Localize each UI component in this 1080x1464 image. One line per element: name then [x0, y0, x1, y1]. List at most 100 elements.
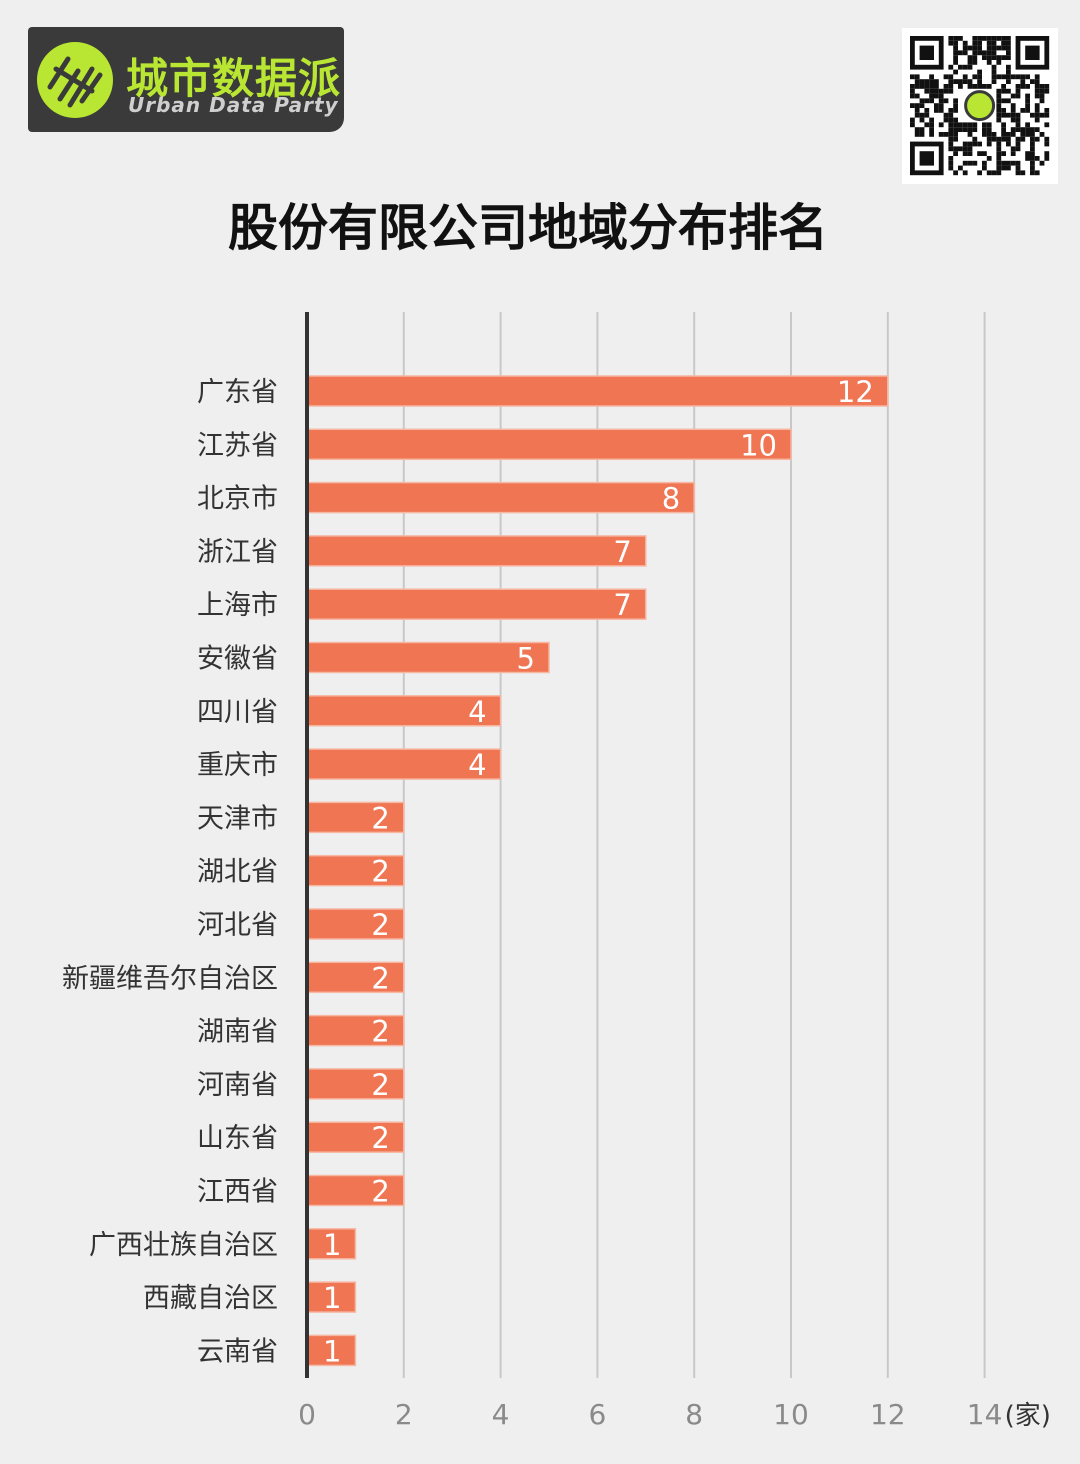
x-tick-label: 8	[685, 1398, 703, 1431]
qr-module	[934, 88, 939, 94]
qr-module	[1010, 103, 1016, 108]
qr-module	[996, 151, 1002, 156]
brand-logo: 城市数据派 Urban Data Party	[28, 27, 344, 132]
qr-module	[991, 132, 997, 137]
qr-module	[953, 136, 958, 142]
qr-module	[962, 122, 968, 128]
qr-module	[1020, 132, 1026, 137]
qr-module	[1010, 132, 1016, 137]
qr-module	[996, 156, 1002, 161]
qr-module	[1010, 127, 1016, 132]
qr-module	[1015, 84, 1021, 89]
category-label: 江西省	[197, 1177, 278, 1208]
qr-module	[962, 160, 968, 166]
qr-module	[910, 74, 915, 80]
qr-module	[1001, 151, 1006, 156]
qr-module	[1044, 84, 1050, 89]
qr-module	[948, 117, 954, 123]
bar-value-label: 4	[468, 695, 486, 729]
qr-module	[986, 156, 992, 161]
qr-center-logo-icon	[964, 90, 996, 122]
qr-module	[972, 160, 978, 166]
qr-module	[953, 40, 958, 46]
qr-module	[1030, 132, 1035, 137]
qr-module	[967, 122, 973, 128]
qr-module	[1010, 112, 1016, 118]
qr-module	[967, 64, 973, 70]
qr-module	[1015, 170, 1021, 176]
qr-module	[977, 74, 982, 80]
qr-module	[1020, 74, 1026, 80]
qr-module	[1001, 88, 1006, 94]
qr-module	[948, 40, 954, 46]
qr-module	[929, 127, 934, 132]
qr-module	[982, 50, 987, 56]
bar-value-label: 2	[371, 1015, 389, 1049]
qr-module	[996, 98, 1002, 104]
qr-module	[986, 84, 992, 89]
qr-module	[914, 132, 920, 137]
qr-module	[962, 141, 968, 147]
qr-module	[962, 74, 968, 80]
qr-module	[962, 45, 968, 51]
qr-module	[1025, 127, 1030, 132]
bar-value-label: 4	[468, 748, 486, 782]
qr-module	[1001, 132, 1006, 137]
qr-module	[1020, 127, 1026, 132]
qr-module	[924, 108, 930, 113]
bar-value-label: 2	[371, 1068, 389, 1102]
qr-module	[1030, 127, 1035, 132]
qr-module	[1025, 151, 1030, 156]
category-label: 广西壮族自治区	[89, 1230, 278, 1261]
qr-module	[943, 74, 949, 80]
bar-value-label: 2	[371, 908, 389, 942]
bar-value-label: 2	[371, 1121, 389, 1155]
qr-module	[977, 170, 982, 176]
qr-module	[1025, 98, 1030, 104]
qr-module	[1006, 165, 1011, 171]
qr-module	[934, 93, 939, 99]
qr-module	[953, 127, 958, 132]
category-label: 云南省	[197, 1336, 278, 1367]
qr-module	[1025, 103, 1030, 108]
bar-value-label: 7	[613, 588, 631, 622]
qr-module	[919, 79, 925, 84]
qr-module	[958, 50, 963, 56]
qr-module	[919, 127, 925, 132]
qr-module	[1006, 64, 1011, 70]
qr-module	[996, 160, 1002, 166]
qr-module	[1001, 40, 1006, 46]
qr-module	[972, 141, 978, 147]
qr-module	[924, 122, 930, 128]
category-label: 上海市	[197, 590, 278, 621]
qr-module	[986, 132, 992, 137]
qr-module	[967, 141, 973, 147]
bar	[306, 1121, 405, 1153]
qr-module	[1025, 156, 1030, 161]
qr-module	[1015, 74, 1021, 80]
qr-module	[934, 103, 939, 108]
bar-value-label: 8	[662, 482, 680, 516]
qr-module	[991, 79, 997, 84]
qr-module	[1001, 160, 1006, 166]
qr-module	[977, 45, 982, 51]
qr-module	[1010, 117, 1016, 123]
qr-module	[991, 45, 997, 51]
qr-module	[986, 40, 992, 46]
qr-module	[1020, 79, 1026, 84]
qr-module	[1044, 122, 1050, 128]
qr-module	[986, 122, 992, 128]
qr-module	[1034, 79, 1040, 84]
qr-module	[1025, 108, 1030, 113]
category-label: 西藏自治区	[143, 1283, 278, 1314]
qr-module	[929, 98, 934, 104]
qr-module	[991, 36, 997, 41]
bar	[306, 641, 550, 674]
qr-module	[991, 170, 997, 176]
bar	[306, 748, 502, 780]
qr-module	[938, 103, 944, 108]
qr-module	[948, 108, 954, 113]
qr-module	[972, 127, 978, 132]
qr-module	[1010, 74, 1016, 80]
